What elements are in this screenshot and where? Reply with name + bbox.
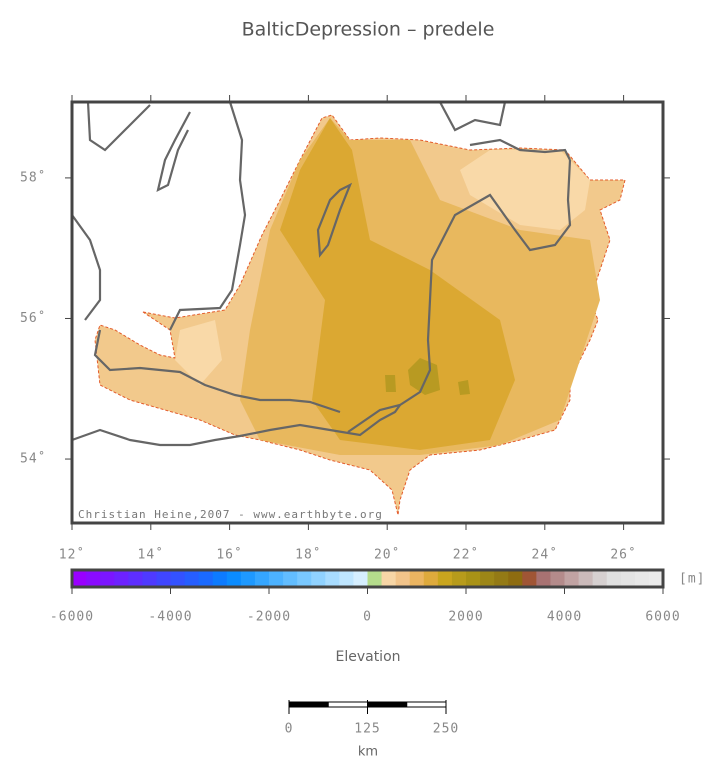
colorbar-cell [578,570,594,587]
coastline [71,214,102,321]
colorbar-label: Elevation [335,649,400,665]
colorbar-cell [283,570,298,587]
colorbar-cell [142,570,157,587]
coastline [439,101,507,132]
basin-deep [280,118,515,450]
colorbar-cell [128,570,143,587]
colorbar-cell [367,570,383,587]
coastlines [71,101,572,447]
colorbar-cell [536,570,551,587]
colorbar-tick-label: 0 [363,610,372,625]
title: BalticDepression – predele [242,19,495,41]
y-tick-label: 54˚ [20,451,46,467]
colorbar-unit: [m] [679,572,705,587]
credit: Christian Heine,2007 - www.earthbyte.org [78,508,383,521]
colorbar-cell [522,570,537,587]
scalebar: 0 125 250 [285,700,459,737]
colorbar-cell [437,570,453,587]
colorbar-cell [451,570,467,587]
coastline [469,138,571,161]
colorbar-cell [480,570,495,587]
scalebar-segment [406,701,447,708]
colorbar-cell [72,570,87,587]
colorbar-tick-label: -4000 [148,610,192,625]
colorbar-cell [564,570,580,587]
colorbar-cell [240,570,256,587]
x-tick-label: 16˚ [216,547,242,563]
colorbar-cell [226,570,242,587]
map-frame [70,100,665,525]
colorbar-cell [494,570,509,587]
scalebar-segment [327,701,368,708]
coastline [347,159,572,433]
coastline [316,182,353,258]
colorbar-cell [550,570,565,587]
x-tick-label: 12˚ [59,547,85,563]
scalebar-tick-label: 0 [285,722,294,737]
colorbar-cell [466,570,481,587]
colorbar-cell [297,570,312,587]
colorbar-tick-label: 4000 [547,610,582,625]
colorbar-cell [184,570,200,587]
coastline [156,111,191,193]
colorbar-cell [592,570,608,587]
colorbar-cell [254,570,270,587]
colorbar-cell [198,570,214,587]
colorbar-tick-label: 2000 [448,610,483,625]
map-area: Christian Heine,2007 - www.earthbyte.org [70,100,665,525]
colorbar-tick-label: 6000 [645,610,680,625]
x-tick-label: 14˚ [138,547,164,563]
scalebar-tick-label: 250 [433,722,459,737]
colorbar-cell [620,570,636,587]
colorbar-cell [606,570,622,587]
x-tick-label: 20˚ [374,547,400,563]
colorbar-cell [395,570,411,587]
coastline [86,101,151,152]
colorbar-tick-label: -2000 [247,610,291,625]
scalebar-segment [367,701,408,708]
x-tick-label: 24˚ [532,547,558,563]
y-tick-label: 56˚ [20,310,46,326]
colorbar-cell [311,570,326,587]
colorbar-cell [100,570,115,587]
x-tick-label: 26˚ [610,547,636,563]
coastline [169,101,247,331]
colorbar-cell [269,570,284,587]
scalebar-segment [288,701,329,708]
colorbar-cell [156,570,171,587]
x-tick-label: 22˚ [453,547,479,563]
colorbar-cell [381,570,397,587]
colorbar-cell [212,570,228,587]
colorbar-tick-label: -6000 [50,610,94,625]
colorbar-cell [86,570,101,587]
scalebar-tick-label: 125 [354,722,380,737]
y-tick-label: 58˚ [20,169,46,185]
coastline [93,329,341,414]
colorbar-cell [114,570,129,587]
colorbar-cell [423,570,439,587]
colorbar-cell [353,570,368,587]
colorbar-cell [648,570,664,587]
coastline [71,404,401,447]
colorbar-cell [634,570,650,587]
colorbar-cell [339,570,354,587]
scalebar-unit: km [358,745,378,760]
basin-light [175,150,590,385]
colorbar-cell [508,570,523,587]
x-tick-label: 18˚ [295,547,321,563]
colorbar: -6000 -4000 -2000 0 2000 4000 6000 [50,568,680,625]
colorbar-cell [409,570,425,587]
colorbar-cell [170,570,186,587]
colorbar-cell [325,570,340,587]
